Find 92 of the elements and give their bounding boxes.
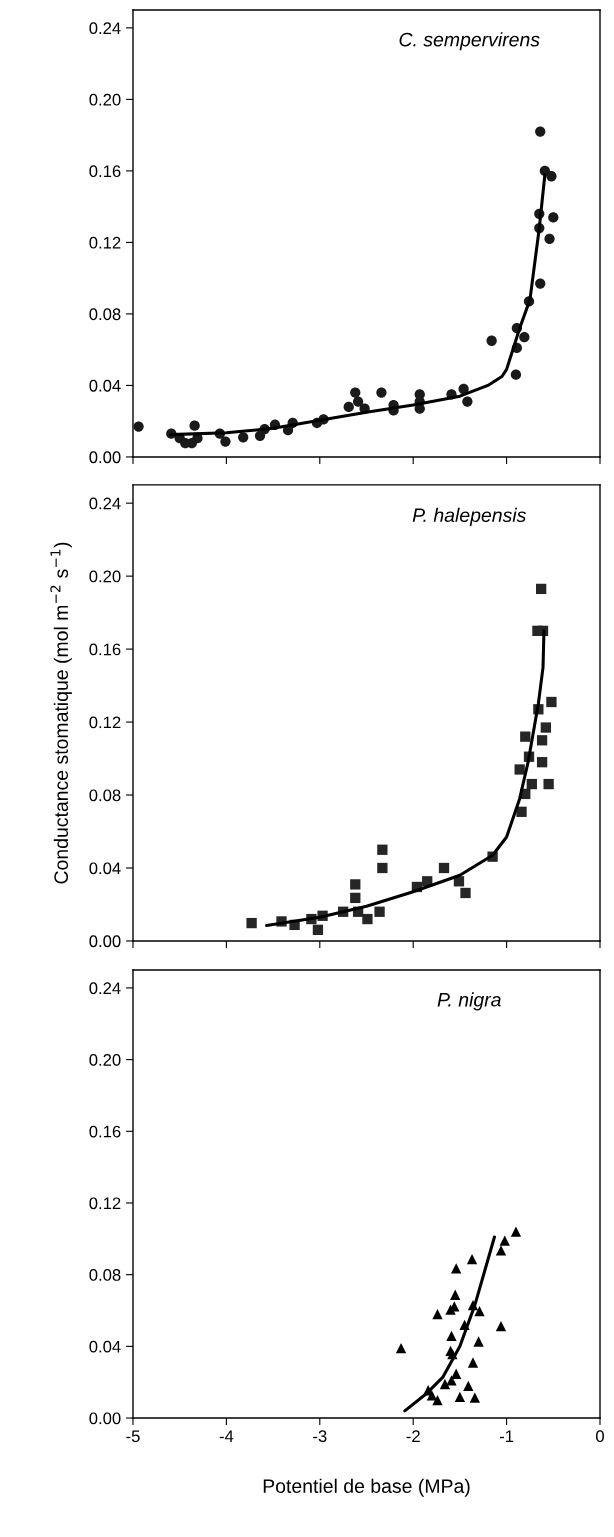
point: [510, 369, 522, 380]
point: [374, 906, 385, 917]
point: [536, 735, 548, 746]
point: [133, 421, 144, 432]
y-tick-label: 0.16: [89, 1125, 121, 1138]
point: [377, 862, 388, 874]
point: [352, 396, 364, 407]
point: [343, 401, 354, 413]
y-tick-label: 0.20: [89, 93, 121, 106]
point: [432, 1308, 443, 1320]
text: P. halepensis: [412, 507, 526, 526]
y-tick-label: 0.24: [89, 22, 121, 35]
line-series: [403, 1235, 496, 1413]
text: P. nigra: [437, 992, 501, 1011]
y-tick-label: 0.04: [89, 862, 121, 875]
point: [446, 1330, 457, 1342]
x-tick-label: 0: [596, 1430, 604, 1443]
point: [535, 278, 546, 289]
y-tick-label: 0.08: [89, 789, 121, 802]
x-tick-label: -1: [499, 1430, 514, 1442]
y-tick-label: 0.00: [89, 1412, 121, 1425]
point: [438, 862, 450, 874]
x-tick-label: -3: [313, 1430, 327, 1443]
point: [536, 583, 547, 595]
point: [460, 887, 471, 899]
point: [495, 1320, 507, 1332]
point: [536, 757, 548, 768]
y-tick-label: 0.24: [89, 982, 121, 995]
point: [519, 332, 530, 343]
point: [469, 1392, 480, 1403]
point: [312, 924, 324, 935]
point: [350, 387, 361, 398]
y-tick-label: 0.08: [89, 308, 121, 321]
point: [467, 1357, 479, 1368]
y-tick-label: 0.12: [89, 236, 121, 249]
y-tick-label: 0.12: [89, 1197, 121, 1210]
point: [520, 731, 531, 742]
x-axis-title: Potentiel de base (MPa): [263, 1478, 470, 1497]
point: [543, 778, 554, 790]
point: [376, 387, 387, 398]
point: [377, 844, 388, 855]
point: [189, 420, 200, 431]
point: [362, 913, 373, 925]
point: [350, 892, 361, 904]
point: [473, 1336, 484, 1347]
y-tick-label: 0.20: [89, 1054, 121, 1066]
point: [540, 722, 551, 733]
point: [546, 696, 557, 708]
x-tick-label: -5: [126, 1430, 140, 1443]
y-tick-label: 0.04: [89, 1340, 121, 1353]
point: [486, 335, 497, 346]
point: [495, 1245, 507, 1256]
point: [548, 212, 559, 223]
point: [432, 1394, 443, 1406]
y-tick-label: 0.20: [89, 570, 121, 583]
point: [466, 1253, 478, 1265]
y-tick-label: 0.00: [89, 935, 121, 948]
x-tick-label: -2: [406, 1430, 420, 1442]
x-tick-label: -4: [219, 1430, 234, 1442]
point: [458, 383, 469, 395]
point: [462, 396, 473, 407]
point: [451, 1368, 462, 1379]
point: [439, 1378, 451, 1390]
point: [454, 1391, 466, 1403]
point: [463, 1380, 474, 1391]
point: [514, 764, 525, 775]
point: [220, 436, 231, 447]
point: [499, 1235, 510, 1246]
point: [246, 917, 257, 929]
point: [350, 879, 361, 890]
point: [238, 432, 249, 443]
point: [526, 778, 537, 790]
y-tick-label: 0.16: [89, 165, 121, 178]
y-tick-label: 0.00: [89, 451, 121, 464]
point: [451, 1263, 462, 1274]
point: [450, 1289, 461, 1300]
y-tick-label: 0.24: [89, 497, 121, 510]
y-tick-label: 0.08: [89, 1269, 121, 1281]
point: [474, 1306, 485, 1317]
point: [546, 171, 557, 182]
y-tick-label: 0.04: [89, 379, 121, 392]
y-tick-label: 0.16: [89, 643, 121, 656]
point: [516, 806, 527, 817]
text: C. sempervirens: [399, 32, 540, 51]
point: [510, 1226, 522, 1237]
point: [544, 233, 555, 244]
y-axis-title: Conductance stomatique (mol m$^{−2}$ s$^{−1}$): [50, 542, 72, 884]
point: [446, 1375, 457, 1386]
y-tick-label: 0.12: [89, 716, 121, 729]
point: [395, 1342, 407, 1354]
point: [254, 430, 266, 441]
point: [535, 126, 546, 137]
